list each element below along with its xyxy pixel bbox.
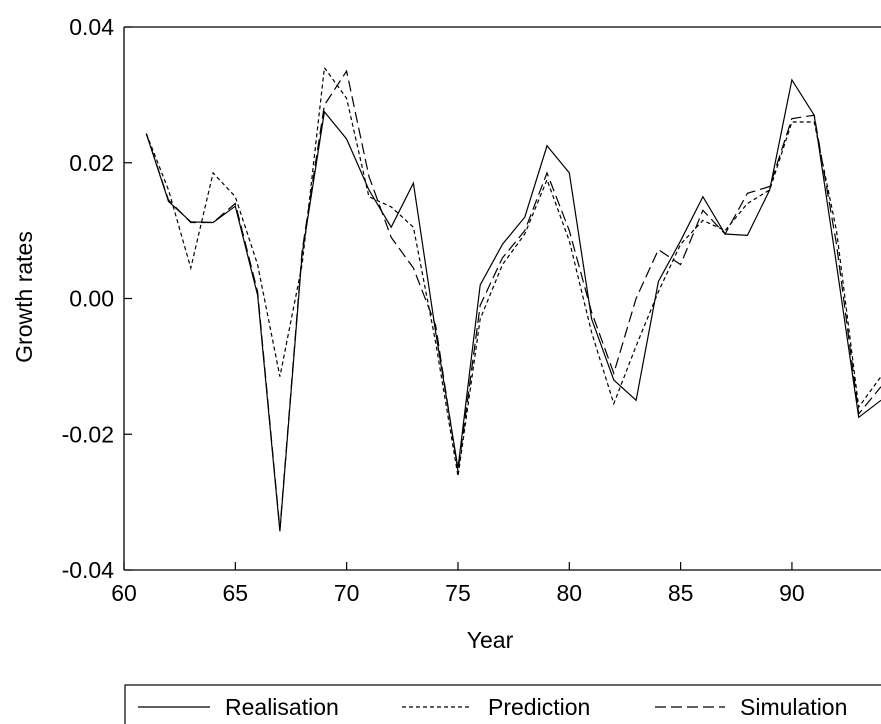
y-tick-labels: 0.04 0.02 0.00 -0.02 -0.04 bbox=[62, 14, 115, 583]
y-tick-label: 0.04 bbox=[69, 14, 114, 40]
legend-label-prediction: Prediction bbox=[488, 694, 590, 720]
series-line-prediction bbox=[145, 66, 881, 477]
x-tick-label: 75 bbox=[445, 580, 471, 606]
legend: Realisation Prediction Simulation bbox=[124, 684, 881, 724]
x-tick-label: 65 bbox=[223, 580, 249, 606]
series-line-simulation bbox=[145, 69, 881, 530]
series-lines bbox=[145, 66, 881, 532]
x-tick-labels: 60 65 70 75 80 85 90 bbox=[111, 580, 805, 606]
legend-label-simulation: Simulation bbox=[740, 694, 847, 720]
legend-box bbox=[124, 684, 881, 724]
axis-ticks bbox=[123, 26, 793, 571]
x-axis-title: Year bbox=[467, 627, 514, 653]
x-tick-label: 85 bbox=[668, 580, 694, 606]
y-tick-label: -0.04 bbox=[62, 557, 115, 583]
plot-frame bbox=[123, 26, 881, 571]
y-tick-label: 0.02 bbox=[69, 150, 114, 176]
y-tick-label: -0.02 bbox=[62, 421, 114, 447]
x-tick-label: 60 bbox=[111, 580, 137, 606]
y-axis-title: Growth rates bbox=[11, 231, 37, 363]
series-line-realisation bbox=[145, 78, 881, 532]
x-tick-label: 70 bbox=[334, 580, 360, 606]
x-tick-label: 80 bbox=[556, 580, 582, 606]
y-tick-label: 0.00 bbox=[69, 286, 114, 312]
legend-label-realisation: Realisation bbox=[225, 694, 339, 720]
x-tick-label: 90 bbox=[779, 580, 805, 606]
